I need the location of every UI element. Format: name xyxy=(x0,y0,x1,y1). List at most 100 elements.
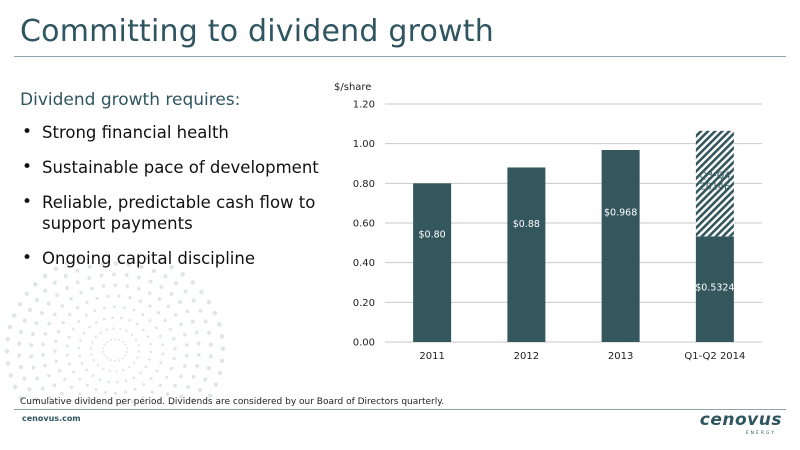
y-axis-label: $/share xyxy=(334,82,371,93)
decorative-dot xyxy=(106,294,110,299)
decorative-dot xyxy=(94,335,98,339)
decorative-dot xyxy=(47,321,51,326)
decorative-dot xyxy=(118,338,121,341)
decorative-dot xyxy=(63,377,67,382)
decorative-dot xyxy=(169,292,174,296)
bar xyxy=(695,236,734,342)
x-tick-label: 2011 xyxy=(419,351,444,362)
decorative-dot xyxy=(146,335,150,338)
logo-wordmark: cenovus xyxy=(699,410,782,430)
decorative-dot xyxy=(79,339,82,342)
decorative-dot xyxy=(78,377,82,381)
y-tick-label: 0.40 xyxy=(353,258,375,269)
decorative-dot xyxy=(77,346,81,350)
decorative-dot xyxy=(89,347,93,350)
decorative-dot xyxy=(178,300,183,305)
decorative-dot xyxy=(165,392,170,396)
logo-tagline: ENERGY xyxy=(745,431,776,436)
decorative-dot xyxy=(18,395,24,401)
decorative-dot xyxy=(120,316,123,320)
decorative-dot xyxy=(22,376,27,381)
decorative-dot xyxy=(41,342,46,347)
decorative-dot xyxy=(150,390,154,394)
decorative-dot xyxy=(206,299,212,305)
decorative-dot xyxy=(35,376,40,381)
decorative-dot xyxy=(99,273,104,278)
decorative-dot xyxy=(7,324,13,330)
decorative-dot xyxy=(149,350,153,354)
website-link[interactable]: cenovus.com xyxy=(22,414,81,423)
decorative-dot xyxy=(90,286,94,291)
decorative-dot xyxy=(27,387,32,392)
decorative-dot xyxy=(179,374,183,379)
decorative-dot xyxy=(33,282,38,287)
decorative-dot xyxy=(125,347,128,350)
decorative-dot xyxy=(108,369,112,373)
decorative-dot xyxy=(67,335,71,339)
decorative-dot xyxy=(166,304,170,309)
decorative-dot xyxy=(148,358,151,361)
decorative-dot xyxy=(217,370,223,376)
decorative-dot xyxy=(147,291,152,295)
decorative-dot xyxy=(128,296,132,300)
decorative-dot xyxy=(159,361,163,365)
decorative-dot xyxy=(184,353,189,358)
decorative-dot xyxy=(69,296,73,301)
decorative-dot xyxy=(18,365,23,370)
decorative-dot xyxy=(101,284,106,288)
decorative-dot xyxy=(213,382,219,387)
decorative-dot xyxy=(219,334,225,339)
data-label: $0.80 xyxy=(419,229,446,240)
decorative-dot xyxy=(40,386,45,391)
decorative-dot xyxy=(54,339,58,344)
decorative-dot xyxy=(136,287,141,291)
decorative-dot xyxy=(87,276,92,280)
data-label: $0.968 xyxy=(604,207,637,218)
decorative-dot xyxy=(109,359,112,362)
decorative-dot xyxy=(220,346,226,351)
decorative-dot xyxy=(173,347,177,351)
decorative-dot xyxy=(78,392,82,396)
decorative-dot xyxy=(148,279,153,284)
decorative-dot xyxy=(24,291,30,297)
list-item: Reliable, predictable cash flow to suppo… xyxy=(22,192,332,234)
decorative-dot xyxy=(65,344,69,348)
y-tick-label: 0.00 xyxy=(353,338,375,349)
decorative-dot xyxy=(111,316,115,320)
y-tick-label: 0.80 xyxy=(353,179,375,190)
list-item: Ongoing capital discipline xyxy=(22,248,332,269)
decorative-dot xyxy=(60,304,65,308)
decorative-dot xyxy=(8,373,14,378)
decorative-dot xyxy=(113,359,116,362)
decorative-dot xyxy=(191,298,196,303)
decorative-dot xyxy=(85,300,89,304)
decorative-dot xyxy=(208,354,213,359)
decorative-dot xyxy=(102,347,105,350)
list-item: Strong financial health xyxy=(22,122,332,143)
decorative-dot xyxy=(105,328,108,331)
y-tick-label: 1.00 xyxy=(353,139,375,150)
decorative-dot xyxy=(87,397,92,401)
decorative-dot xyxy=(29,343,34,348)
bar-estimate xyxy=(695,130,734,237)
decorative-dot xyxy=(22,318,27,323)
decorative-dot xyxy=(34,321,39,326)
decorative-dot xyxy=(65,353,69,357)
decorative-dot xyxy=(80,362,84,365)
decorative-dot xyxy=(46,301,51,306)
decorative-dot xyxy=(132,308,136,312)
decorative-dot xyxy=(133,361,136,365)
decorative-dot xyxy=(186,385,191,389)
decorative-dot xyxy=(190,319,195,324)
decorative-dot xyxy=(122,306,126,310)
data-label: $0.88 xyxy=(513,219,540,230)
dot-pattern-decoration xyxy=(4,255,226,405)
decorative-dot xyxy=(17,353,22,358)
decorative-dot xyxy=(191,398,196,403)
decorative-dot xyxy=(34,397,39,402)
decorative-dot xyxy=(137,350,141,353)
decorative-dot xyxy=(103,354,106,357)
decorative-dot xyxy=(156,311,161,315)
decorative-dot xyxy=(136,356,139,359)
decorative-dot xyxy=(137,344,140,347)
